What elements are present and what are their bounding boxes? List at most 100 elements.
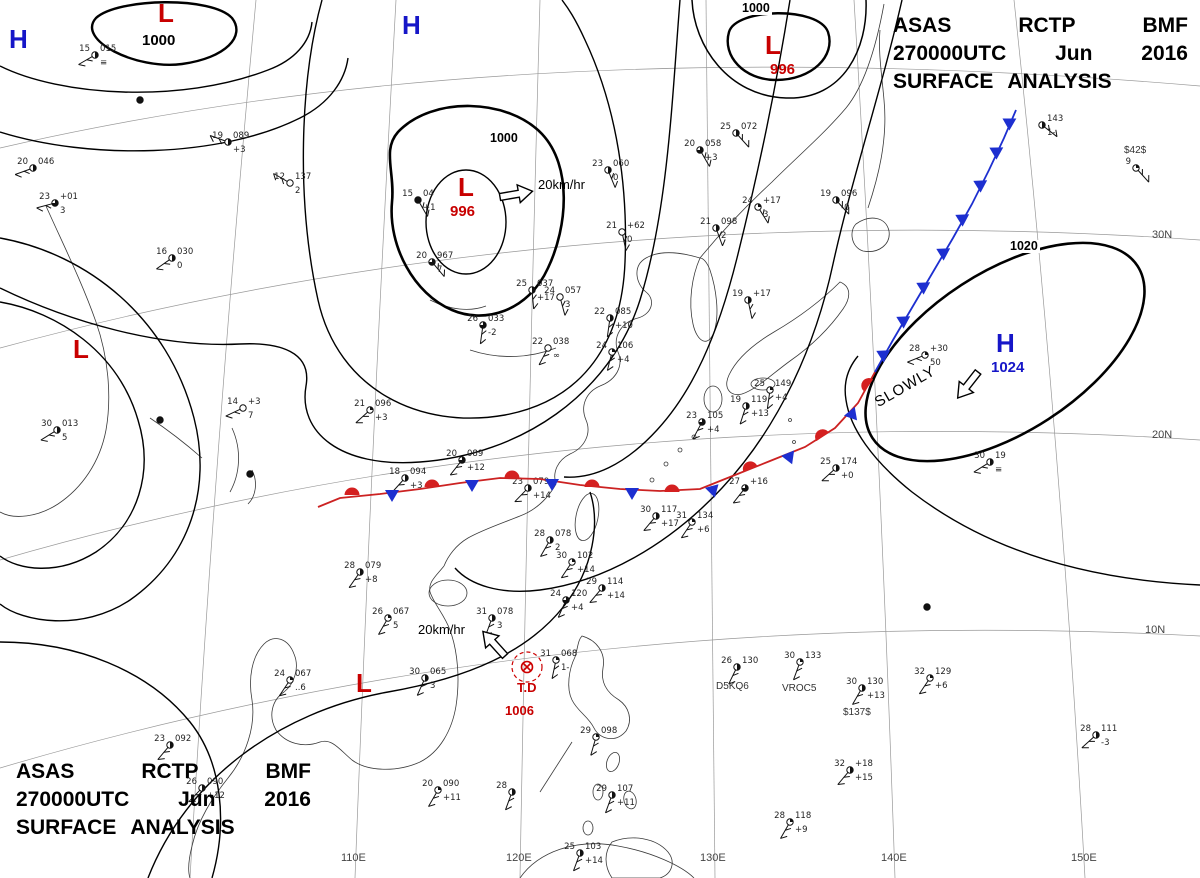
svg-text:114: 114 — [607, 577, 623, 587]
svg-text:+1: +1 — [423, 203, 436, 213]
svg-text:30: 30 — [784, 651, 795, 661]
svg-text:∞: ∞ — [553, 351, 560, 361]
lat-label-10n: 10N — [1145, 624, 1166, 636]
station-plot: 26 067 5 — [372, 607, 409, 635]
svg-text:2: 2 — [555, 543, 560, 553]
title-word: ASAS — [16, 760, 75, 783]
svg-text:+4: +4 — [707, 425, 720, 435]
svg-text:094: 094 — [410, 467, 426, 477]
title-word: Jun — [178, 788, 216, 811]
isobar-label-1000-ne: 1000 — [740, 1, 772, 15]
station-plot: 19 096 -0 — [820, 189, 857, 215]
svg-text:28: 28 — [344, 561, 355, 571]
station-plot: 28 111 -3 — [1080, 724, 1117, 749]
station-plot: 30 102 +14 — [556, 551, 595, 579]
svg-text:+62: +62 — [627, 221, 645, 231]
cold-front-pip — [385, 490, 399, 502]
high-letter-pacific: H — [996, 328, 1015, 358]
station-plot — [156, 416, 164, 424]
svg-text:+17: +17 — [661, 519, 679, 529]
station-plot: 20 090 +11 — [422, 779, 461, 807]
svg-text:090: 090 — [207, 777, 223, 787]
svg-text:27: 27 — [729, 477, 740, 487]
svg-text:+17: +17 — [537, 293, 555, 303]
svg-text:120: 120 — [571, 589, 587, 599]
svg-text:20: 20 — [17, 157, 28, 167]
svg-text:067: 067 — [295, 669, 311, 679]
weather-fronts — [317, 109, 1017, 508]
svg-text:072: 072 — [741, 122, 757, 132]
motion-arrows — [482, 183, 982, 660]
svg-text:149: 149 — [775, 379, 791, 389]
cold-front-pip — [781, 450, 795, 465]
station-plot: 20 046 — [14, 157, 54, 178]
svg-text:5: 5 — [62, 433, 67, 443]
station-plot: 24 120 +4 — [550, 589, 587, 618]
svg-text:+6: +6 — [935, 681, 948, 691]
svg-text:26: 26 — [721, 656, 732, 666]
svg-text:085: 085 — [615, 307, 631, 317]
svg-text:0: 0 — [613, 173, 618, 183]
station-plot: 15 015 ≡ — [78, 44, 116, 68]
high-letter-north: H — [402, 10, 421, 40]
station-plot: 25 037 +17 — [516, 279, 555, 310]
svg-text:057: 057 — [565, 286, 581, 296]
ship-code-3: $137$ — [843, 707, 871, 718]
title-word: 2016 — [264, 788, 311, 811]
station-plot: 28 079 +8 — [344, 561, 381, 589]
svg-text:+8: +8 — [365, 575, 378, 585]
svg-text:+01: +01 — [60, 192, 78, 202]
svg-text:30: 30 — [556, 551, 567, 561]
warm-front-pip — [815, 429, 829, 442]
ship-code-1: D5KQ6 — [716, 681, 749, 692]
svg-text:065: 065 — [430, 667, 446, 677]
svg-text:+3: +3 — [248, 397, 261, 407]
title-word: RCTP — [141, 760, 199, 783]
station-plot — [136, 96, 144, 104]
svg-text:2: 2 — [295, 186, 300, 196]
svg-text:+3: +3 — [375, 413, 388, 423]
svg-text:25: 25 — [820, 457, 831, 467]
cold-front-pip — [916, 282, 931, 295]
svg-text:28: 28 — [1080, 724, 1091, 734]
td-name-label: T.D — [517, 680, 537, 695]
svg-text:174: 174 — [841, 457, 857, 467]
speed-annotation-low: 20km/hr — [538, 177, 585, 192]
svg-text:25: 25 — [754, 379, 765, 389]
svg-text:117: 117 — [661, 505, 677, 515]
svg-text:033: 033 — [488, 314, 504, 324]
warm-front-pip — [504, 470, 520, 478]
svg-text:30: 30 — [846, 677, 857, 687]
cold-front-pip — [465, 480, 479, 492]
svg-text:9: 9 — [1126, 157, 1131, 167]
station-plot: 25 072 — [720, 122, 757, 148]
station-plot: 30 065 3 — [409, 667, 446, 696]
lat-label-20n: 20N — [1152, 429, 1173, 441]
coastlines — [0, 3, 890, 878]
svg-text:25: 25 — [516, 279, 527, 289]
station-plot: 26 090 +12 — [186, 777, 225, 803]
svg-text:26: 26 — [372, 607, 383, 617]
svg-text:078: 078 — [555, 529, 571, 539]
station-plot: 19 +17 — [732, 289, 771, 319]
stationary-front — [317, 371, 876, 508]
station-plot: 31 134 +6 — [676, 511, 713, 539]
svg-text:+4: +4 — [775, 393, 788, 403]
svg-text:15: 15 — [79, 44, 90, 54]
svg-text:+30: +30 — [930, 344, 948, 354]
svg-text:3: 3 — [497, 621, 502, 631]
low-pressure-ne: 996 — [770, 61, 796, 78]
cold-front-pip — [973, 180, 988, 193]
svg-text:24: 24 — [550, 589, 561, 599]
svg-text:30: 30 — [409, 667, 420, 677]
station-plot: 30 130 +13 — [846, 677, 885, 705]
station-plot: 19 119 +13 — [730, 395, 769, 425]
svg-text:28: 28 — [774, 811, 785, 821]
chart-title-top-right: ASAS RCTP BMF 270000UTC Jun 2016 SURFACE… — [893, 14, 1188, 98]
warm-front-pip — [344, 487, 360, 495]
station-plot: 16 030 0 — [156, 247, 193, 271]
svg-text:103: 103 — [585, 842, 601, 852]
cold-front-pip — [896, 316, 911, 329]
svg-text:060: 060 — [613, 159, 629, 169]
